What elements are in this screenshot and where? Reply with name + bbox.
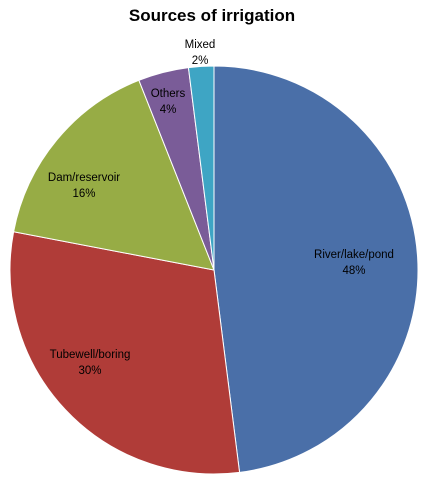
slice-value-label-2: 30% bbox=[78, 365, 101, 377]
slice-value-label-4: 4% bbox=[160, 104, 177, 116]
slice-value-label-1: 48% bbox=[342, 265, 365, 277]
slice-label-1: River/lake/pond bbox=[314, 249, 394, 261]
pie-slice-tubewell-boring bbox=[9, 231, 241, 475]
slice-label-2: Tubewell/boring bbox=[50, 349, 131, 361]
slice-value-label-5: 2% bbox=[192, 55, 209, 67]
slice-label-5: Mixed bbox=[185, 39, 216, 51]
pie-slice-dam-reservoir bbox=[13, 79, 215, 271]
slice-label-4: Others bbox=[151, 88, 186, 100]
pie-slice-river-lake-pond bbox=[213, 65, 419, 473]
slice-value-label-3: 16% bbox=[72, 188, 95, 200]
slice-label-3: Dam/reservoir bbox=[48, 172, 120, 184]
chart-title: Sources of irrigation bbox=[128, 6, 296, 25]
pie-slice-mixed bbox=[187, 65, 215, 271]
